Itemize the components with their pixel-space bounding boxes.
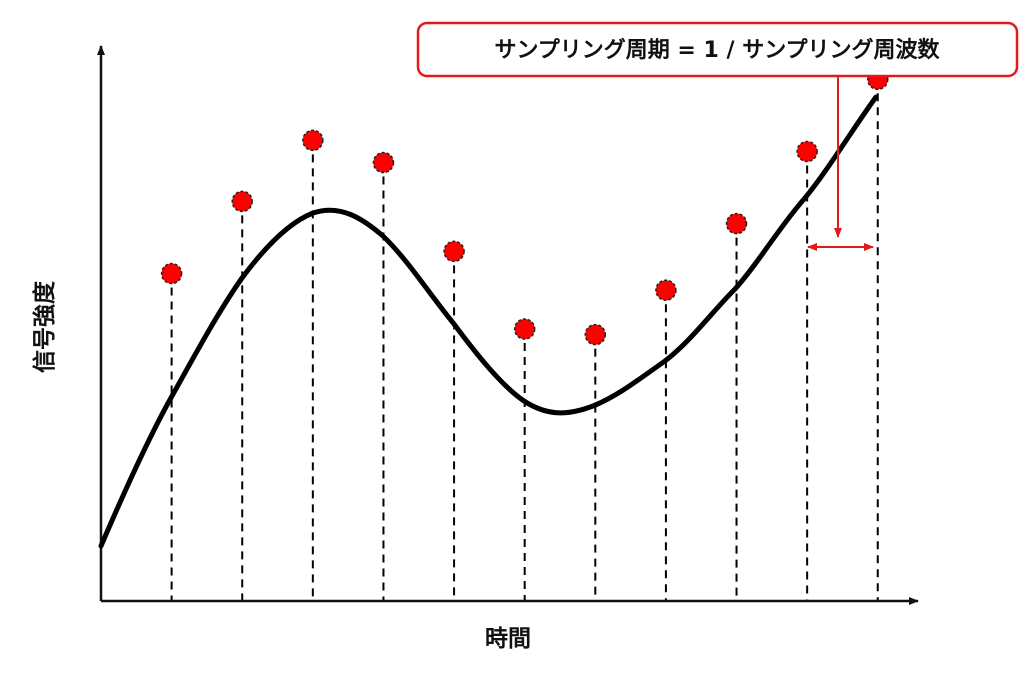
sample-point: [372, 151, 395, 174]
signal-curve: [98, 94, 879, 549]
y-axis-label: 信号強度: [31, 280, 58, 373]
sample-point: [584, 323, 607, 346]
callout-text: サンプリング周期 = 1 / サンプリング周波数: [494, 37, 940, 63]
sample-point: [513, 318, 536, 340]
sample-points: [160, 68, 889, 346]
sample-point: [160, 262, 183, 285]
sample-drop-lines: [170, 79, 879, 601]
sample-point: [725, 212, 748, 235]
callout-box: [416, 21, 1019, 78]
sample-point: [655, 279, 677, 301]
sample-point: [302, 129, 324, 152]
sample-point: [796, 140, 818, 163]
x-axis-label: 時間: [485, 626, 531, 652]
sample-point: [231, 190, 253, 213]
sample-point: [443, 240, 465, 263]
